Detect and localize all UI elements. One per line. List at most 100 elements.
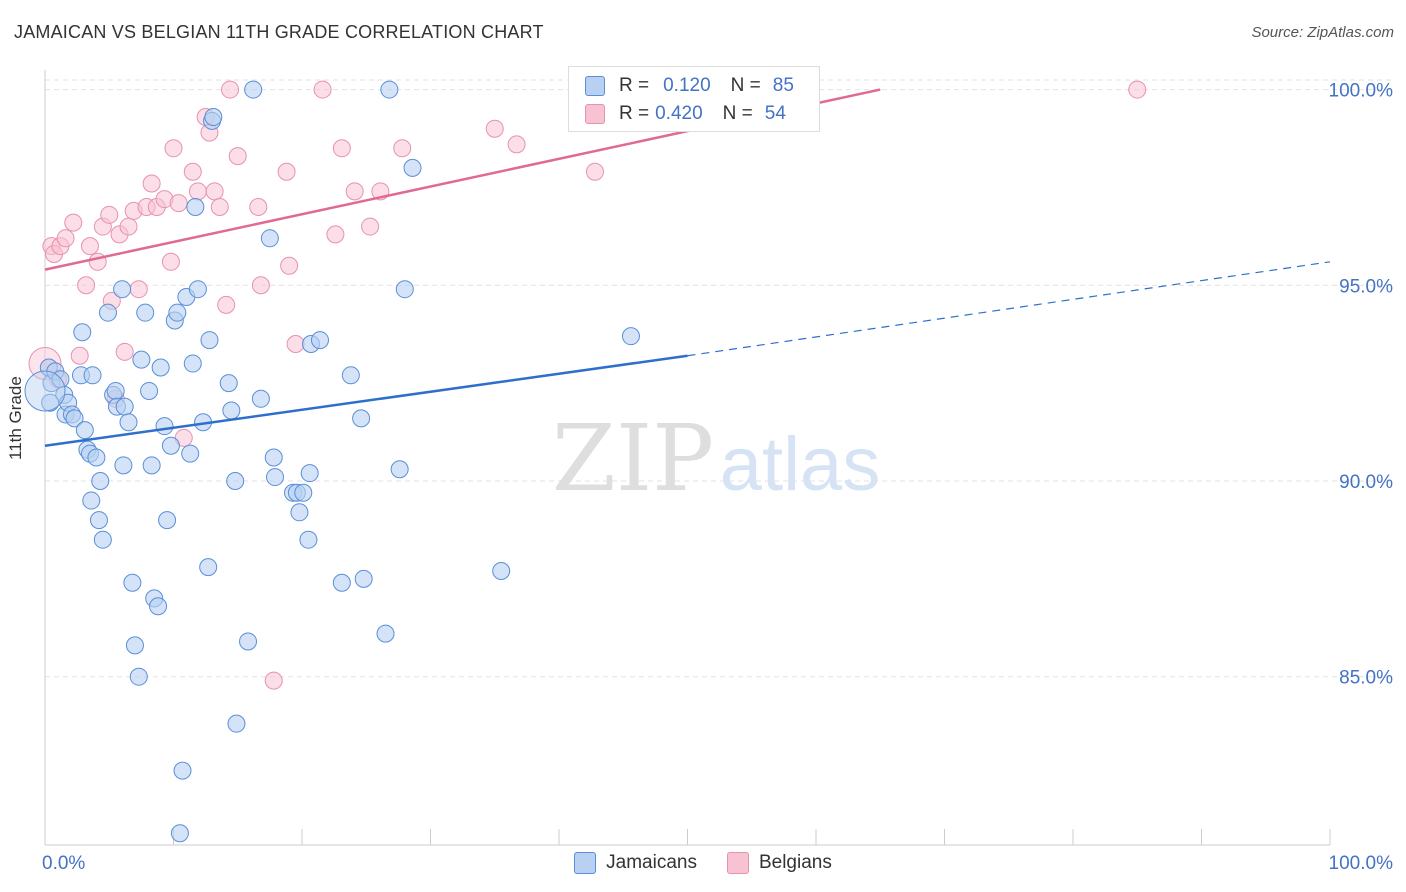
jamaicans-point (115, 397, 134, 416)
jamaicans-point (264, 448, 283, 467)
chart-title: JAMAICAN VS BELGIAN 11TH GRADE CORRELATI… (14, 22, 544, 42)
belgians-point (129, 280, 148, 299)
r-value: 0.120 (663, 75, 711, 96)
watermark-atlas: atlas (720, 422, 881, 507)
jamaicans-point (41, 393, 60, 412)
jamaicans-point (300, 464, 319, 483)
jamaicans-series (24, 80, 640, 843)
belgians-point (221, 80, 240, 99)
jamaicans-point (621, 327, 640, 346)
jamaicans-point (65, 409, 84, 428)
jamaicans-swatch (574, 852, 597, 874)
belgians-point (280, 256, 299, 275)
belgians-point (188, 182, 207, 201)
belgians-point (64, 213, 83, 232)
jamaicans-point (75, 421, 94, 440)
y-tick-label: 95.0% (1339, 276, 1393, 297)
jamaicans-point (125, 636, 144, 655)
jamaicans-point (492, 562, 511, 581)
jamaicans-point (129, 667, 148, 686)
watermark-zip: ZIP (552, 405, 714, 512)
r-label: R = (619, 75, 650, 96)
belgians-point (164, 139, 183, 158)
legend-item-jamaicans[interactable]: Jamaicans (574, 852, 697, 874)
y-tick-label: 85.0% (1339, 668, 1393, 689)
axes (44, 70, 1331, 846)
belgians-point (119, 217, 138, 236)
stats-row-jamaicans: R = 0.120 N = 85 (585, 73, 794, 99)
belgians-point (332, 139, 351, 158)
legend-item-belgians[interactable]: Belgians (726, 852, 832, 874)
belgians-point (485, 119, 504, 138)
belgians-point (115, 342, 134, 361)
belgians-point (277, 162, 296, 181)
jamaicans-point (403, 158, 422, 177)
belgians-point (56, 229, 75, 248)
belgians-point (286, 334, 305, 353)
jamaicans-point (186, 197, 205, 216)
belgians-point (100, 205, 119, 224)
jamaicans-point (204, 107, 223, 126)
jamaicans-point (140, 381, 159, 400)
jamaicans-point (299, 530, 318, 549)
jamaicans-swatch (585, 76, 605, 96)
jamaicans-point (341, 366, 360, 385)
belgians-point (169, 194, 188, 213)
jamaicans-point-large (24, 370, 66, 412)
x-tick-label: 100.0% (1329, 853, 1394, 874)
jamaicans-point (155, 417, 174, 436)
jamaicans-point (91, 471, 110, 490)
trend-lines (44, 88, 1331, 447)
jamaicans-point (89, 511, 108, 530)
jamaicans-point (151, 358, 170, 377)
jamaicans-trend-extension (687, 261, 1331, 357)
jamaicans-point (87, 448, 106, 467)
n-label: N = (722, 103, 753, 124)
belgians-series (28, 80, 1147, 690)
jamaicans-point (188, 280, 207, 299)
jamaicans-point (93, 530, 112, 549)
jamaicans-point (132, 350, 151, 369)
stats-row-belgians: R = 0.420 N = 54 (585, 101, 786, 127)
jamaicans-point (395, 280, 414, 299)
legend-label-belgians: Belgians (758, 852, 832, 873)
jamaicans-point (332, 573, 351, 592)
jamaicans-point (226, 471, 245, 490)
jamaicans-point (183, 354, 202, 373)
belgians-point (345, 182, 364, 201)
jamaicans-point (168, 303, 187, 322)
jamaicans-point (106, 381, 125, 400)
jamaicans-point (219, 374, 238, 393)
belgians-point (251, 276, 270, 295)
belgians-point (142, 174, 161, 193)
belgians-point (585, 162, 604, 181)
jamaicans-point (290, 503, 309, 522)
jamaicans-point (114, 456, 133, 475)
watermark: ZIP atlas (552, 405, 880, 512)
belgians-point (1128, 80, 1147, 99)
jamaicans-point (294, 483, 313, 502)
jamaicans-point (227, 714, 246, 733)
jamaicans-point (376, 624, 395, 643)
tick-labels: 85.0% 90.0% 95.0% 100.0% 0.0% 100.0% (42, 81, 1393, 874)
jamaicans-point (222, 401, 241, 420)
belgians-point (264, 671, 283, 690)
stats-legend: R = 0.120 N = 85 R = 0.420 N = 54 (568, 66, 820, 132)
jamaicans-point (73, 323, 92, 342)
jamaicans-point (239, 632, 258, 651)
belgians-point (80, 237, 99, 256)
belgians-point (70, 346, 89, 365)
belgians-point (217, 295, 236, 314)
grid (45, 79, 1395, 678)
jamaicans-point (251, 389, 270, 408)
x-tick-label: 0.0% (42, 853, 85, 874)
jamaicans-point (113, 280, 132, 299)
n-value: 54 (764, 103, 786, 124)
jamaicans-point (142, 456, 161, 475)
belgians-swatch (726, 852, 749, 874)
belgians-swatch (585, 104, 605, 124)
jamaicans-point (83, 366, 102, 385)
jamaicans-point (170, 824, 189, 843)
jamaicans-point (98, 303, 117, 322)
